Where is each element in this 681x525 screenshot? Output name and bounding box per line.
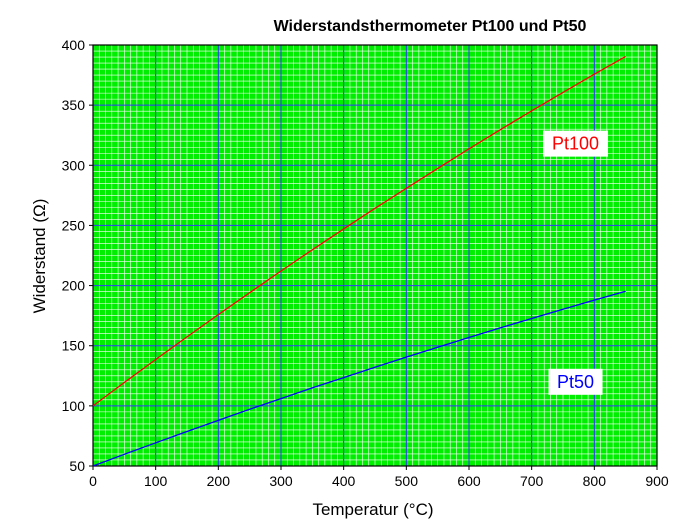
- x-tick-label: 0: [89, 473, 97, 489]
- x-tick-label: 500: [395, 473, 419, 489]
- y-tick-label: 250: [62, 217, 86, 233]
- y-tick-label: 300: [62, 157, 86, 173]
- x-tick-label: 100: [144, 473, 168, 489]
- minor-grid: [93, 45, 657, 466]
- x-tick-label: 200: [207, 473, 231, 489]
- tick-labels: 0 100 200 300 400 500 600 700 800 900 50 100 150 200 2…: [62, 37, 669, 489]
- y-tick-label: 100: [62, 398, 86, 414]
- series-line-pt100: [92, 55, 627, 407]
- y-axis-label: Widerstand (Ω): [30, 199, 49, 314]
- x-tick-label: 900: [645, 473, 669, 489]
- x-tick-label: 700: [520, 473, 544, 489]
- series-line-pt50: [92, 290, 626, 467]
- x-axis-label: Temperatur (°C): [312, 500, 433, 519]
- y-tick-label: 350: [62, 97, 86, 113]
- x-tick-label: 400: [332, 473, 356, 489]
- x-tick-label: 300: [269, 473, 293, 489]
- series-label-box-pt100: [543, 130, 609, 157]
- series-label-pt100: Pt100: [552, 134, 599, 154]
- x-tick-label: 600: [457, 473, 481, 489]
- plot-area: Pt100 Pt50: [92, 44, 658, 467]
- series-label-box-pt50: [548, 368, 603, 395]
- y-tick-label: 400: [62, 37, 86, 53]
- major-grid: [93, 45, 657, 466]
- y-tick-label: 50: [69, 458, 85, 474]
- series-label-pt50: Pt50: [557, 372, 594, 392]
- x-tick-label: 800: [583, 473, 607, 489]
- plot-frame: [92, 44, 658, 467]
- y-tick-label: 150: [62, 338, 86, 354]
- y-tick-label: 200: [62, 278, 86, 294]
- chart-title: Widerstandsthermometer Pt100 und Pt50: [274, 18, 587, 35]
